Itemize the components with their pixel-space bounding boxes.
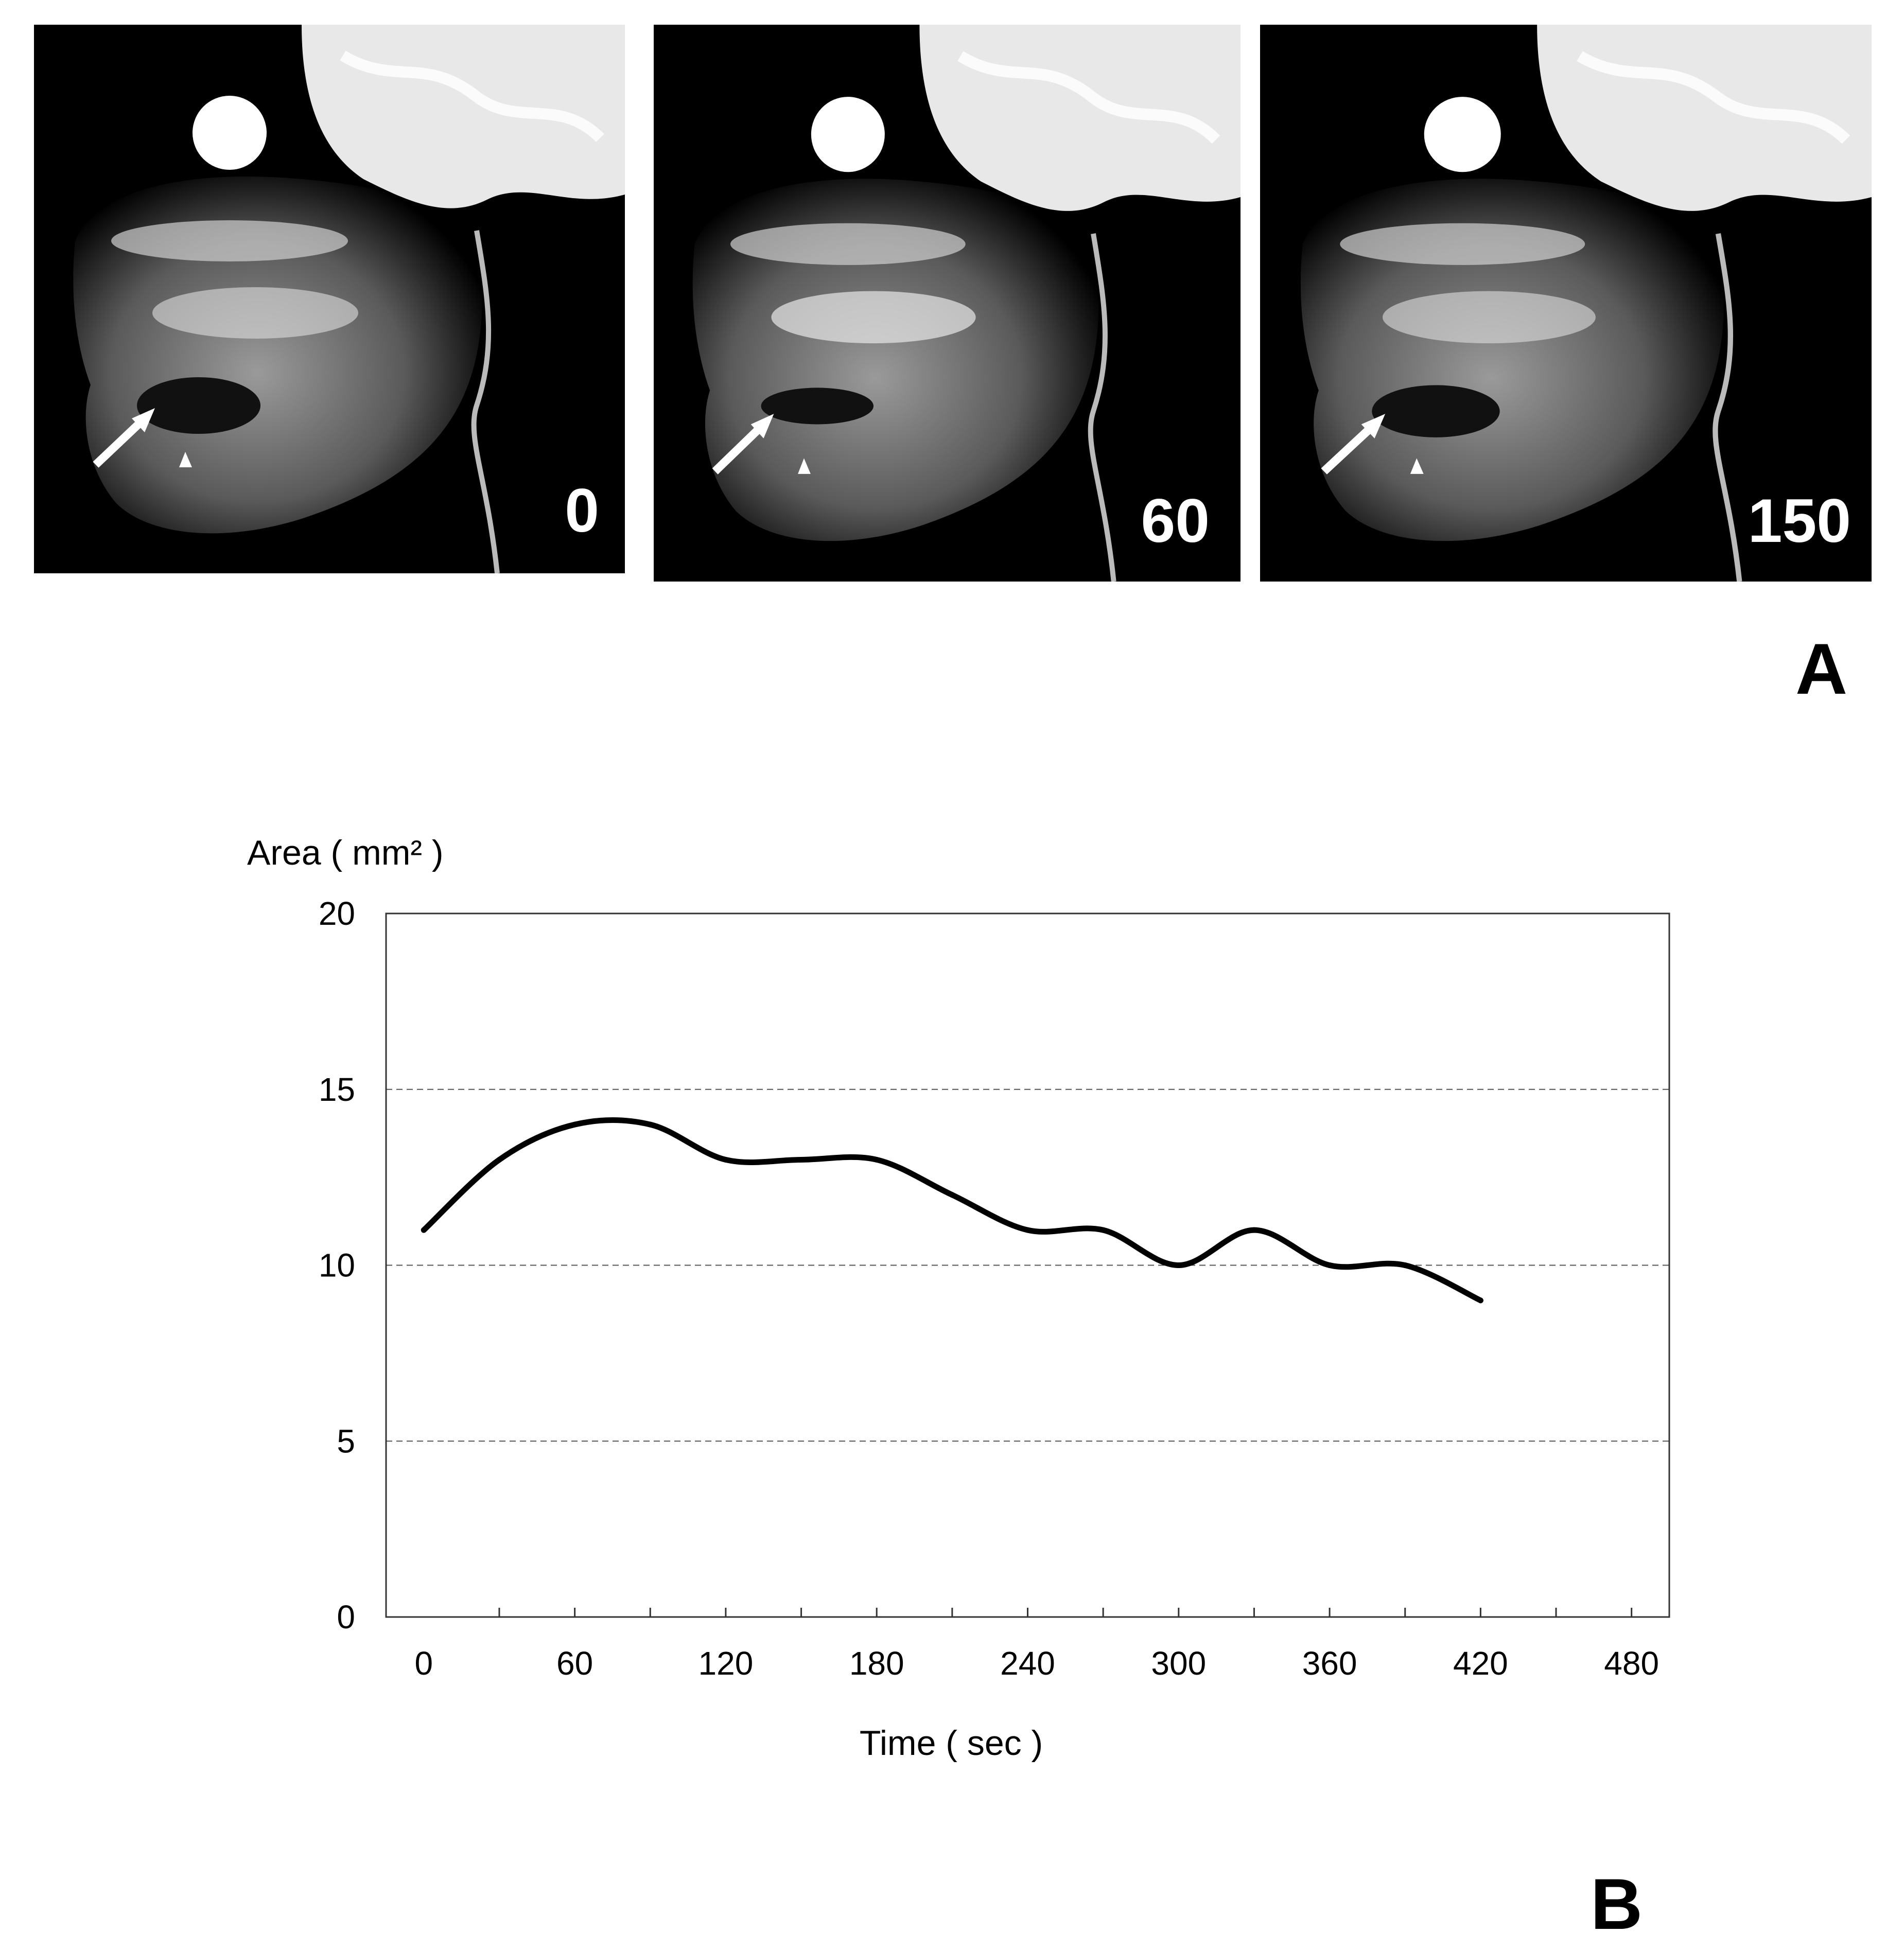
x-tick-label: 240 [1000,1645,1055,1682]
data-point [798,1156,805,1163]
axis-ticks: 0 5 10 15 20 0 60 120 180 240 300 360 420 480 [319,895,1659,1682]
data-point [1100,1227,1106,1233]
angiogram-image [1260,25,1872,582]
series-layer [421,1117,1483,1304]
angiogram-image [34,25,625,573]
y-axis-label: Area ( mm² ) [247,833,444,872]
area-vs-time-chart: 0 5 10 15 20 0 60 120 180 240 300 360 420 480 Area ( … [247,833,1670,1763]
frame-time-label: 150 [1748,486,1851,555]
data-point [1477,1297,1483,1304]
angiogram-image [654,25,1241,582]
image-frame-2: 60 [654,25,1241,582]
x-tick-label: 300 [1151,1645,1206,1682]
image-frame-1: 0 [34,25,625,573]
panel-letter-b: B [1591,1864,1643,1944]
data-point [723,1156,729,1163]
data-point [1251,1227,1257,1233]
data-point [496,1156,502,1163]
data-point [874,1156,880,1163]
series-line [421,1117,1483,1304]
data-point [421,1227,427,1233]
x-tick-label: 60 [556,1645,593,1682]
data-point [1176,1262,1182,1268]
data-point [572,1121,578,1128]
frame-time-label: 0 [565,476,599,545]
x-tick-label: 420 [1453,1645,1508,1682]
y-tick-label: 0 [337,1598,355,1636]
x-tick-label: 360 [1302,1645,1357,1682]
data-point [647,1121,653,1128]
y-tick-label: 10 [319,1247,355,1284]
data-point [1326,1262,1333,1268]
panel-letter-a: A [1795,628,1848,709]
x-tick-label: 0 [415,1645,433,1682]
grid-lines [386,1088,1669,1442]
x-tick-label: 120 [698,1645,754,1682]
data-point [1025,1227,1030,1233]
x-tick-label: 180 [849,1645,904,1682]
y-tick-label: 5 [337,1422,355,1460]
data-point [1402,1262,1408,1268]
y-tick-label: 15 [319,1071,355,1108]
x-axis-label: Time ( sec ) [860,1724,1043,1763]
data-point [949,1192,955,1198]
y-tick-label: 20 [319,895,355,932]
image-frame-3: 150 [1260,25,1872,582]
frame-time-label: 60 [1141,486,1210,555]
x-tick-label: 480 [1604,1645,1659,1682]
